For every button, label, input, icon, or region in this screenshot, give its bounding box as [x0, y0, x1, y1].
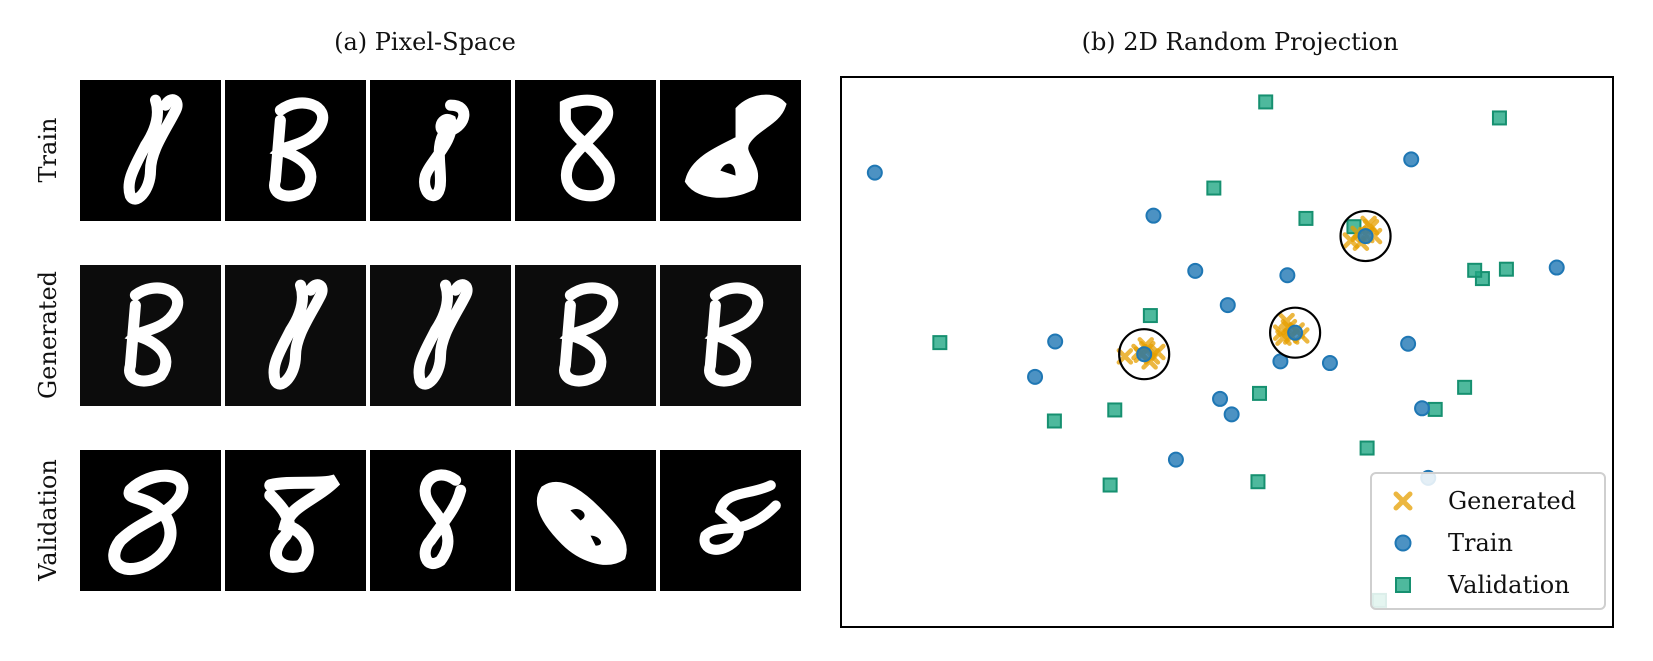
legend: Generated Train Validation	[1370, 472, 1606, 610]
validation-point	[1250, 474, 1266, 490]
digit-image-validation-3	[370, 450, 511, 591]
validation-point	[1457, 379, 1473, 395]
train-point	[1219, 297, 1236, 314]
digit-image-train-2	[225, 80, 366, 221]
scatter-plot	[866, 94, 1565, 608]
legend-item-generated: Generated	[1388, 486, 1576, 516]
validation-point	[1491, 110, 1507, 126]
legend-marker-validation	[1388, 570, 1428, 600]
digit-image-validation-4	[515, 450, 656, 591]
legend-item-train: Train	[1388, 528, 1513, 558]
train-image-row	[80, 80, 801, 221]
generated-point	[1149, 343, 1166, 361]
train-point	[1287, 324, 1304, 341]
train-point	[1187, 262, 1204, 279]
digit-image-validation-2	[225, 450, 366, 591]
generated-point	[1360, 215, 1377, 233]
highlight-circle	[1118, 328, 1171, 381]
generated-point	[1278, 312, 1295, 330]
digit-image-validation-5	[660, 450, 801, 591]
digit-image-generated-3	[370, 265, 511, 406]
validation-point	[1102, 477, 1118, 493]
digit-image-validation-1	[80, 450, 221, 591]
train-point	[1223, 406, 1240, 423]
validation-point	[1258, 94, 1274, 110]
row-label-train: Train	[34, 117, 62, 183]
validation-point	[1427, 401, 1443, 417]
train-point	[866, 164, 883, 181]
train-point	[1272, 353, 1289, 370]
train-point	[1212, 390, 1229, 407]
digit-image-train-1	[80, 80, 221, 221]
train-point	[1145, 207, 1162, 224]
digit-image-generated-5	[660, 265, 801, 406]
legend-marker-generated	[1388, 486, 1428, 516]
scatter-plot-frame	[840, 76, 1614, 628]
generated-image-row	[80, 265, 801, 406]
train-point	[1321, 355, 1338, 372]
validation-point	[932, 335, 948, 351]
digit-image-generated-2	[225, 265, 366, 406]
train-point	[1414, 400, 1431, 417]
panel-a-title: (a) Pixel-Space	[334, 28, 516, 56]
validation-point	[1359, 440, 1375, 456]
validation-point	[1252, 385, 1268, 401]
train-point	[1027, 368, 1044, 385]
train-point	[1136, 346, 1153, 363]
digit-image-generated-1	[80, 265, 221, 406]
train-point	[1047, 333, 1064, 350]
train-point	[1357, 228, 1374, 245]
row-label-validation: Validation	[34, 459, 62, 581]
highlight-circle	[1269, 306, 1322, 359]
panel-b-title: (b) 2D Random Projection	[1081, 28, 1399, 56]
validation-point	[1142, 308, 1158, 324]
digit-image-generated-4	[515, 265, 656, 406]
train-point	[1400, 335, 1417, 352]
digit-image-train-4	[515, 80, 656, 221]
validation-point	[1107, 402, 1123, 418]
validation-point	[1046, 413, 1062, 429]
legend-label-generated: Generated	[1448, 487, 1577, 515]
highlight-circle	[1339, 209, 1392, 263]
train-point	[1167, 451, 1184, 468]
validation-point	[1498, 261, 1514, 277]
validation-image-row	[80, 450, 801, 591]
row-label-generated: Generated	[34, 270, 62, 400]
legend-label-validation: Validation	[1448, 571, 1570, 599]
legend-marker-train	[1388, 528, 1428, 558]
validation-point	[1206, 180, 1222, 196]
legend-label-train: Train	[1448, 529, 1513, 557]
validation-point	[1467, 262, 1483, 278]
train-point	[1403, 151, 1420, 168]
train-point	[1279, 267, 1296, 284]
train-point	[1548, 259, 1565, 276]
validation-point	[1298, 210, 1314, 226]
digit-image-train-3	[370, 80, 511, 221]
digit-image-train-5	[660, 80, 801, 221]
legend-item-validation: Validation	[1388, 570, 1570, 600]
